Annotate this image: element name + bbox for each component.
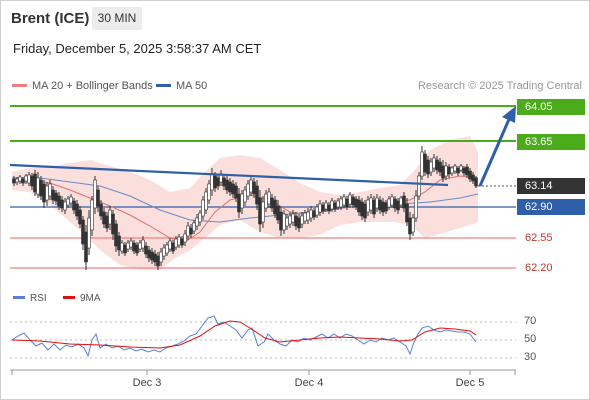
- level-tag-64-05: 64.05: [517, 99, 585, 115]
- rsi-tick-30: 30: [524, 351, 537, 363]
- ma50-line: [12, 177, 479, 223]
- x-label-dec4: Dec 4: [294, 377, 324, 389]
- instrument-title: Brent (ICE): [11, 10, 90, 27]
- forecast-arrowhead: [502, 106, 516, 123]
- legend-9ma: 9MA: [63, 293, 101, 304]
- level-tag-62-20: 62.20: [525, 262, 553, 274]
- forecast-arrow: [478, 116, 512, 187]
- legend-rsi-label: RSI: [30, 293, 47, 304]
- ma20-swatch: [12, 83, 27, 87]
- legend-ma20-label: MA 20 + Bollinger Bands: [32, 80, 153, 92]
- rsi-tick-50: 50: [524, 333, 537, 345]
- legend-ma50-label: MA 50: [176, 80, 208, 92]
- level-tag-63-65: 63.65: [517, 134, 585, 150]
- legend-ma50: MA 50: [156, 80, 207, 92]
- x-label-dec5: Dec 5: [455, 377, 485, 389]
- last-price-tag: 63.14: [517, 178, 585, 194]
- legend-rsi: RSI: [13, 293, 47, 304]
- candles: [12, 146, 478, 270]
- x-label-dec3: Dec 3: [132, 377, 162, 389]
- trendline: [9, 163, 449, 187]
- rsi-ma-line: [11, 320, 477, 349]
- legend-ma20: MA 20 + Bollinger Bands: [12, 80, 153, 92]
- rsi-ma-swatch: [63, 295, 75, 299]
- rsi-line: [11, 315, 477, 358]
- legend-9ma-label: 9MA: [80, 293, 101, 304]
- rsi-swatch: [13, 295, 25, 299]
- ma50-swatch: [156, 83, 171, 87]
- chart-datetime: Friday, December 5, 2025 3:58:37 AM CET: [13, 41, 262, 56]
- level-tag-62-90: 62.90: [517, 199, 585, 215]
- research-credit: Research © 2025 Trading Central: [417, 80, 582, 92]
- level-tag-62-55: 62.55: [525, 232, 553, 244]
- rsi-tick-70: 70: [524, 315, 537, 327]
- timeframe-button[interactable]: 30 MIN: [92, 7, 142, 30]
